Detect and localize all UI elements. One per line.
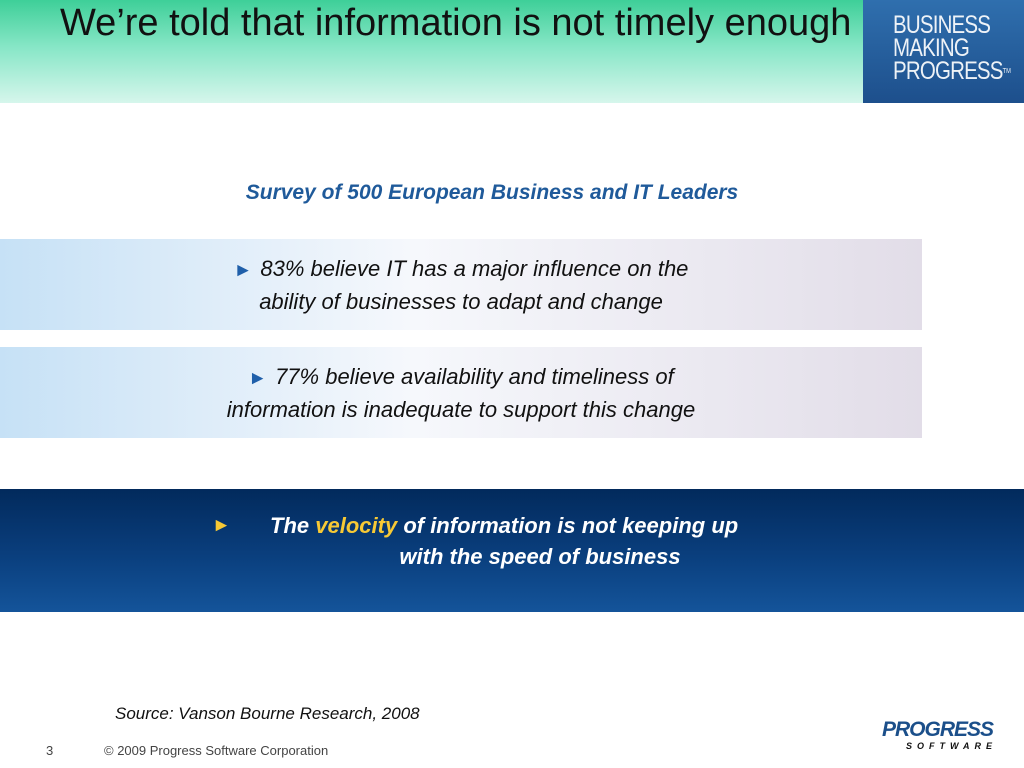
stat-1-text-2: ability of businesses to adapt and chang… (259, 289, 663, 314)
trademark-mark: TM (1002, 68, 1011, 75)
business-making-progress-logo: BUSINESS MAKING PROGRESSTM (863, 0, 1024, 103)
stat-1-text-1: 83% believe IT has a major influence on … (260, 256, 689, 281)
velocity-callout: ► The velocity of information is not kee… (0, 489, 1024, 612)
logo-line-progress: PROGRESSTM (893, 57, 1011, 85)
logo-progress-wordmark: PROGRESS (882, 718, 994, 741)
survey-subtitle: Survey of 500 European Business and IT L… (245, 181, 739, 204)
callout-before: The (270, 513, 310, 538)
title-bar: We’re told that information is not timel… (0, 0, 1024, 103)
callout-line-2: with the speed of business (0, 541, 1024, 572)
slide-title: We’re told that information is not timel… (60, 2, 852, 44)
logo-line-making: MAKING (893, 34, 970, 62)
stat-1-line-1: ► 83% believe IT has a major influence on… (0, 253, 922, 286)
callout-after: of information is not keeping up (403, 513, 739, 538)
callout-text-1: The velocity of information is not keepi… (270, 510, 738, 541)
callout-text-2: with the speed of business (399, 544, 681, 569)
source-note: Source: Vanson Bourne Research, 2008 (115, 704, 420, 723)
triangle-right-icon: ► (233, 260, 253, 281)
stat-2-line-1: ► 77% believe availability and timeliness… (0, 361, 922, 394)
logo-line-business: BUSINESS (893, 11, 991, 39)
progress-software-logo: PROGRESS SOFTWARE (882, 719, 997, 755)
stat-band-2: ► 77% believe availability and timeliness… (0, 347, 922, 438)
stat-2-text-2: information is inadequate to support thi… (226, 397, 696, 422)
callout-line-1: ► The velocity of information is not kee… (0, 510, 1024, 541)
stat-band-1: ► 83% believe IT has a major influence on… (0, 239, 922, 330)
page-number: 3 (46, 743, 54, 758)
logo-software-wordmark: SOFTWARE (906, 741, 997, 751)
stat-2-text-1: 77% believe availability and timeliness … (275, 364, 674, 389)
callout-highlight: velocity (315, 513, 398, 538)
triangle-right-icon: ► (248, 368, 268, 389)
logo-line-progress-text: PROGRESS (893, 57, 1003, 85)
copyright-notice: © 2009 Progress Software Corporation (104, 743, 329, 758)
triangle-right-icon: ► (212, 515, 231, 536)
